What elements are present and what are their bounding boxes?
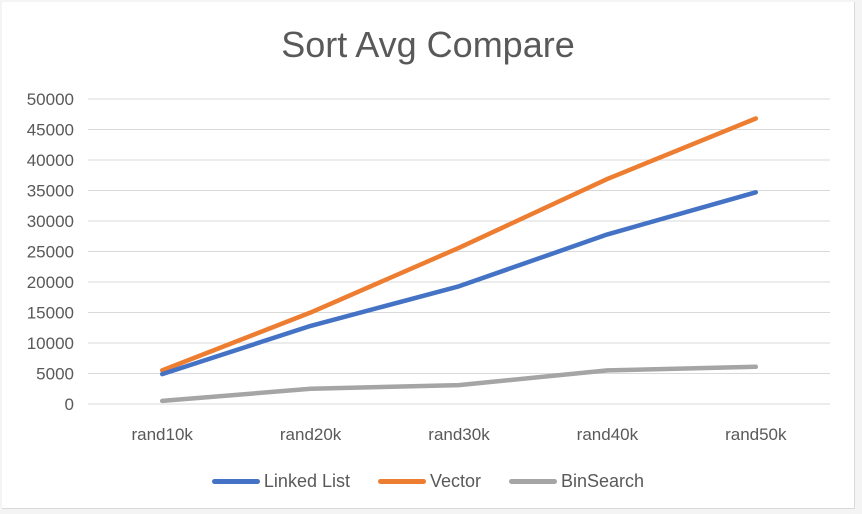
legend-item: BinSearch (509, 471, 644, 492)
y-tick-label: 5000 (36, 365, 74, 384)
legend-label: Vector (429, 470, 482, 491)
y-tick-label: 45000 (27, 121, 74, 140)
x-tick-label: rand10k (131, 425, 193, 444)
chart-area: Sort Avg Compare 50000 45000 40000 35000 300… (2, 2, 855, 509)
y-tick-label: 15000 (27, 304, 74, 323)
chart-title: Sort Avg Compare (281, 24, 575, 65)
y-tick-label: 40000 (27, 151, 74, 170)
legend: Linked List Vector BinSearch (2, 468, 854, 494)
legend-item: Linked List (211, 470, 350, 492)
y-tick-label: 10000 (27, 334, 74, 353)
x-tick-label: rand50k (725, 425, 787, 444)
y-tick-label: 35000 (27, 182, 74, 201)
legend-swatch (509, 478, 558, 484)
x-tick-label: rand20k (280, 425, 342, 444)
y-tick-label: 50000 (27, 90, 74, 109)
legend-label: BinSearch (561, 470, 645, 491)
legend-item: Vector (377, 470, 482, 492)
y-tick-label: 30000 (27, 212, 74, 231)
y-tick-label: 20000 (27, 273, 74, 292)
x-tick-label: rand40k (577, 425, 639, 444)
plot-area: 5000045000400003500030000250002000015000… (27, 90, 830, 444)
legend-label: Linked List (263, 470, 350, 491)
series-line-linked-list (159, 190, 759, 377)
legend-swatch (211, 478, 260, 484)
x-tick-label: rand30k (428, 425, 490, 444)
y-tick-label: 25000 (27, 243, 74, 262)
y-tick-label: 0 (65, 395, 74, 414)
series-line-binsearch (159, 364, 759, 404)
legend-swatch (377, 478, 426, 484)
series-line-vector (159, 116, 759, 373)
